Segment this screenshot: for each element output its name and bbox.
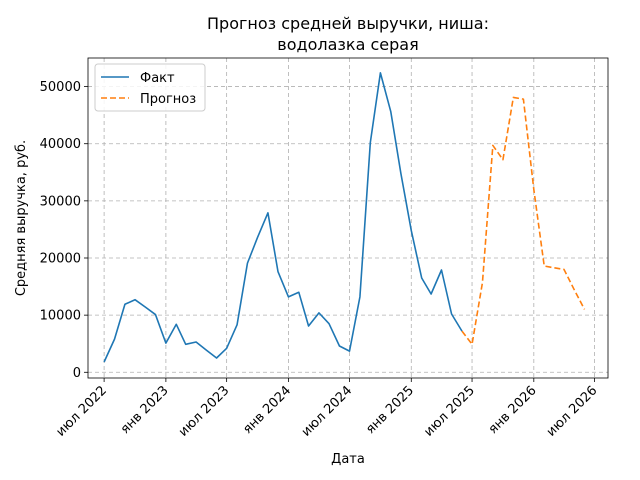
x-tick-label: июл 2023 — [176, 383, 233, 440]
legend: Факт Прогноз — [94, 63, 206, 112]
x-tick-label: июл 2024 — [299, 383, 356, 440]
y-axis-label: Средняя выручка, руб. — [14, 140, 29, 296]
series-line-fact — [103, 72, 463, 363]
legend-label-fact: Факт — [140, 71, 175, 86]
x-tick-label: июл 2025 — [421, 383, 478, 440]
legend-label-forecast: Прогноз — [140, 92, 196, 107]
legend-box — [94, 63, 206, 112]
chart-title-line-1: Прогноз средней выручки, ниша: — [207, 14, 489, 33]
y-tick-label: 40000 — [40, 137, 81, 152]
gridlines — [88, 58, 608, 378]
y-axis-ticks: 0 10000 20000 30000 40000 50000 — [40, 80, 88, 381]
x-axis-label: Дата — [331, 452, 365, 467]
x-tick-label: янв 2025 — [363, 383, 417, 437]
x-tick-label: июл 2026 — [544, 383, 601, 440]
x-tick-label: янв 2023 — [118, 383, 172, 437]
y-tick-label: 50000 — [40, 80, 81, 95]
chart-title-line-2: водолазка серая — [277, 35, 418, 54]
plot-area-frame — [87, 57, 609, 379]
x-axis-ticks: июл 2022 янв 2023 июл 2023 янв 2024 июл 2024… — [53, 378, 600, 440]
y-tick-label: 20000 — [40, 252, 81, 267]
y-tick-label: 30000 — [40, 194, 81, 209]
x-tick-label: янв 2026 — [486, 383, 540, 437]
x-tick-label: янв 2024 — [240, 383, 294, 437]
series-lines — [103, 72, 586, 363]
y-tick-label: 0 — [73, 366, 81, 381]
series-line-forecast — [461, 96, 586, 346]
y-tick-label: 10000 — [40, 309, 81, 324]
x-tick-label: июл 2022 — [53, 383, 110, 440]
